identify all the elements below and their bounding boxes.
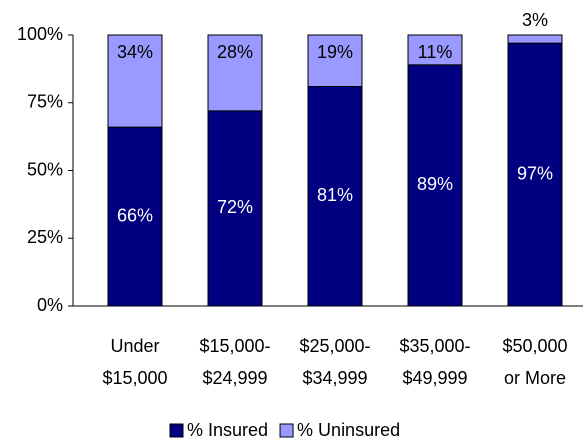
data-label: 34% bbox=[117, 42, 153, 62]
x-tick-label-line: Under bbox=[110, 336, 159, 356]
x-tick-label: $25,000- $34,999 bbox=[299, 336, 370, 388]
bar-segment bbox=[407, 34, 463, 66]
data-label: 81% bbox=[317, 185, 353, 205]
bar-segment bbox=[207, 110, 263, 307]
data-label: 72% bbox=[217, 197, 253, 217]
data-label: 66% bbox=[117, 205, 153, 225]
bar-segment bbox=[207, 34, 263, 112]
x-tick-label-line: $24,999 bbox=[202, 368, 267, 388]
legend-swatch bbox=[169, 423, 184, 438]
data-label: 11% bbox=[418, 42, 453, 62]
x-tick-label: $35,000- $49,999 bbox=[399, 336, 470, 388]
x-tick-label-line: $25,000- bbox=[299, 336, 370, 356]
bar-segment bbox=[307, 85, 363, 307]
data-label: 3% bbox=[522, 10, 548, 30]
y-tick-label: 25% bbox=[27, 227, 63, 247]
x-tick-label-line: $15,000 bbox=[102, 368, 167, 388]
y-tick-label: 75% bbox=[27, 92, 63, 112]
x-tick-label: $50,000 or More bbox=[502, 336, 567, 388]
legend-label: % Insured bbox=[187, 420, 268, 440]
x-tick-label: $15,000- $24,999 bbox=[199, 336, 270, 388]
bar-segment bbox=[507, 34, 563, 44]
y-tick-label: 100% bbox=[17, 24, 63, 44]
bar-segment bbox=[307, 34, 363, 87]
x-tick-label-line: or More bbox=[504, 368, 566, 388]
data-label: 28% bbox=[217, 42, 253, 62]
data-label: 19% bbox=[317, 42, 353, 62]
bar-segment bbox=[507, 42, 563, 307]
y-tick-label: 50% bbox=[27, 159, 63, 179]
data-label: 97% bbox=[517, 163, 553, 183]
x-tick-label-line: $15,000- bbox=[199, 336, 270, 356]
bar-segment bbox=[107, 126, 163, 307]
x-tick-label-line: $50,000 bbox=[502, 336, 567, 356]
bar-segment bbox=[407, 64, 463, 307]
legend-label: % Uninsured bbox=[297, 420, 400, 440]
bar-segment bbox=[107, 34, 163, 128]
data-label: 89% bbox=[417, 174, 453, 194]
legend-swatch bbox=[279, 423, 294, 438]
x-tick-label: Under $15,000 bbox=[102, 336, 167, 388]
y-tick-label: 0% bbox=[37, 295, 63, 315]
x-tick-label-line: $35,000- bbox=[399, 336, 470, 356]
x-tick-label-line: $49,999 bbox=[402, 368, 467, 388]
x-tick-label-line: $34,999 bbox=[302, 368, 367, 388]
